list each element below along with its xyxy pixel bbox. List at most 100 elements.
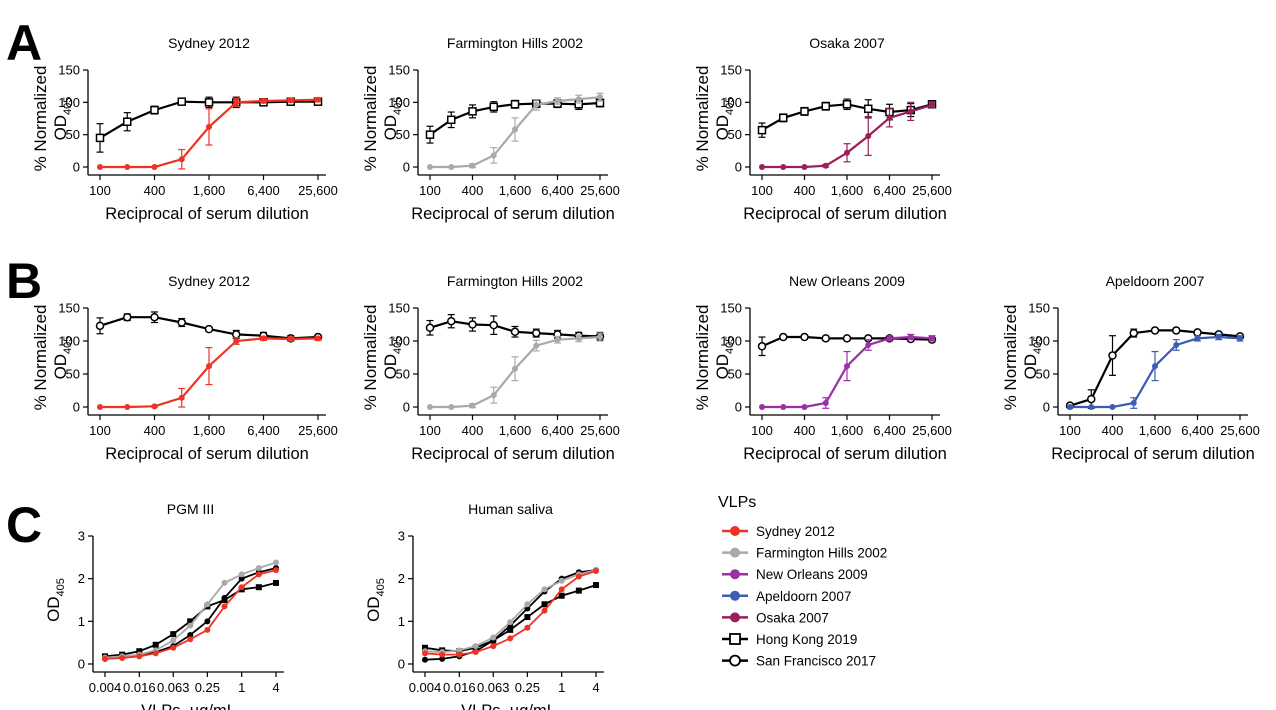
y-tick-label: 50 [728, 367, 742, 382]
data-point [759, 164, 765, 170]
x-tick-label: 6,400 [873, 423, 906, 438]
data-point [95, 133, 105, 143]
legend-marker [729, 633, 741, 645]
y-axis-label-subscript: 405 [62, 97, 74, 115]
x-tick-label: 100 [751, 423, 773, 438]
y-tick-label: 0 [403, 400, 410, 415]
series-osaka-2007 [759, 101, 936, 170]
data-point [865, 341, 872, 348]
data-point [886, 114, 893, 121]
y-tick-label: 150 [388, 301, 410, 316]
y-axis-label: OD405 [44, 578, 67, 622]
series-apeldoorn-2007 [1067, 333, 1244, 410]
data-point [255, 571, 262, 578]
y-tick-label: 0 [735, 160, 742, 175]
data-point [151, 164, 158, 170]
y-tick-label: 100 [388, 95, 410, 110]
data-point [187, 631, 194, 638]
data-point [822, 162, 829, 169]
data-point [425, 323, 435, 333]
y-tick-label: 150 [720, 63, 742, 78]
y-axis-label-line1: % Normalized [693, 66, 712, 172]
data-point [593, 582, 599, 589]
y-tick-label: 0 [73, 400, 80, 415]
x-tick-label: 0.016 [123, 680, 156, 695]
x-tick-label: 100 [89, 183, 111, 198]
data-point [233, 99, 240, 106]
y-tick-label: 100 [1028, 334, 1050, 349]
data-point [170, 631, 177, 638]
legend-label: Farmington Hills 2002 [756, 546, 887, 561]
data-point [800, 107, 809, 116]
series-sydney-2012 [102, 567, 279, 662]
data-point [95, 321, 105, 331]
y-tick-label: 100 [720, 334, 742, 349]
x-tick-label: 100 [751, 183, 773, 198]
data-point [907, 334, 914, 341]
chart-title: Sydney 2012 [168, 35, 250, 51]
data-point [422, 656, 428, 663]
data-point [844, 363, 850, 370]
x-tick-label: 1,600 [193, 423, 226, 438]
chart-title: Farmington Hills 2002 [447, 35, 583, 51]
data-point [801, 404, 808, 410]
series-hong-kong-2019 [425, 98, 605, 144]
x-axis-label: Reciprocal of serum dilution [743, 445, 947, 463]
data-point [119, 655, 126, 662]
y-tick-label: 0 [398, 657, 405, 672]
series-hong-kong-2019 [757, 98, 937, 138]
legend-item-farmington-hills-2002: Farmington Hills 2002 [722, 546, 887, 561]
y-tick-label: 0 [403, 160, 410, 175]
y-tick-label: 100 [720, 95, 742, 110]
x-axis-label: VLPs, µg/mL [461, 702, 556, 710]
legend-item-apeldoorn-2007: Apeldoorn 2007 [722, 589, 851, 604]
data-point [177, 318, 186, 327]
data-point [1109, 404, 1116, 410]
data-point [204, 626, 211, 633]
y-axis-label-subscript: 405 [62, 336, 74, 354]
y-tick-label: 100 [58, 95, 80, 110]
x-tick-label: 6,400 [1181, 423, 1214, 438]
x-tick-label: 400 [462, 183, 484, 198]
legend-marker [730, 590, 740, 601]
data-point [468, 320, 477, 329]
y-axis-label-subscript: 405 [392, 97, 404, 115]
data-point [204, 98, 214, 107]
data-point [255, 565, 262, 571]
data-point [232, 330, 241, 339]
series-line [104, 569, 277, 660]
data-point [779, 332, 788, 342]
x-tick-label: 25,600 [1220, 423, 1260, 438]
y-tick-label: 50 [396, 367, 410, 382]
x-tick-label: 6,400 [541, 183, 574, 198]
data-point [490, 634, 497, 641]
x-tick-label: 400 [794, 423, 816, 438]
data-point [123, 312, 132, 322]
data-point [844, 149, 850, 156]
y-tick-label: 150 [720, 301, 742, 316]
data-point [593, 567, 599, 574]
data-point [822, 400, 829, 407]
x-tick-label: 25,600 [580, 183, 620, 198]
data-point [1193, 328, 1202, 337]
data-point [221, 594, 228, 601]
data-point [206, 123, 212, 130]
data-point [152, 641, 159, 648]
y-axis-label-subscript: 405 [55, 578, 67, 596]
y-tick-label: 100 [58, 334, 80, 349]
chart-title: PGM III [167, 501, 214, 517]
x-tick-label: 0.25 [515, 680, 540, 695]
x-tick-label: 0.063 [477, 680, 510, 695]
charts-layer: Sydney 2012 0 50 100 150 100 400 1,600 6,400 25,6… [31, 35, 1260, 710]
data-point [558, 586, 565, 593]
x-tick-label: 1,600 [1139, 423, 1172, 438]
data-point [287, 97, 294, 104]
x-axis-label: Reciprocal of serum dilution [411, 205, 615, 223]
data-point [221, 603, 228, 610]
data-point [439, 655, 446, 662]
data-point [273, 559, 279, 566]
legend-items: Sydney 2012 Farmington Hills 2002 New Orle… [722, 524, 887, 669]
x-axis-label: Reciprocal of serum dilution [411, 445, 615, 463]
data-point [554, 336, 561, 343]
legend-label: New Orleans 2009 [756, 567, 868, 582]
